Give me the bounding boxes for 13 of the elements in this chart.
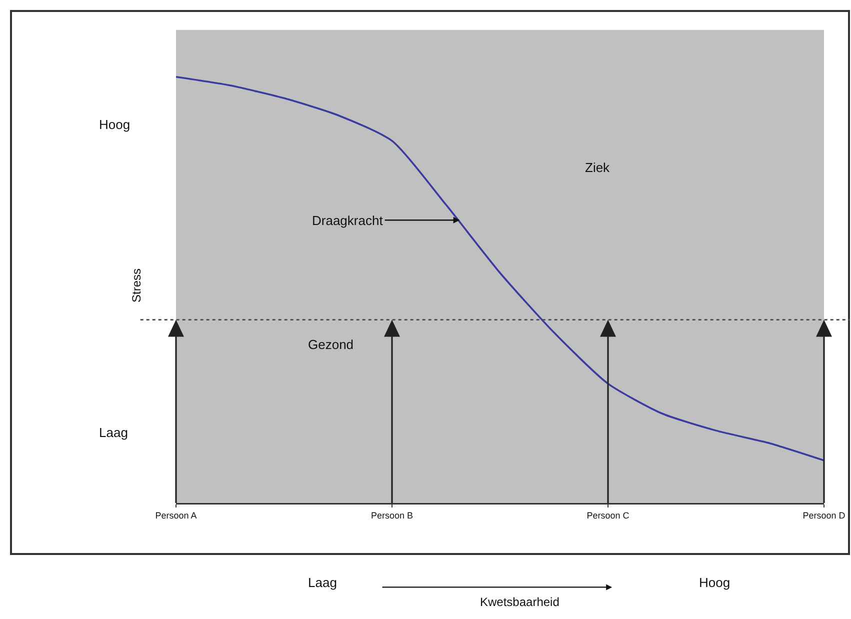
annotation: Draagkracht <box>312 213 384 228</box>
text: Kwetsbaarheid <box>480 595 560 609</box>
x-tick-label: Persoon A <box>155 510 197 520</box>
y-axis-title: Stress <box>130 268 144 302</box>
x-tick-label: Persoon C <box>586 510 630 520</box>
text: Laag <box>99 425 128 440</box>
annotation: Gezond <box>308 337 354 352</box>
text: Hoog <box>699 575 730 590</box>
annotation: Ziek <box>585 160 610 175</box>
text: Hoog <box>99 117 130 132</box>
x-tick-label: Persoon B <box>370 510 414 520</box>
text: Laag <box>308 575 337 590</box>
x-tick-label: Persoon D <box>802 510 846 520</box>
